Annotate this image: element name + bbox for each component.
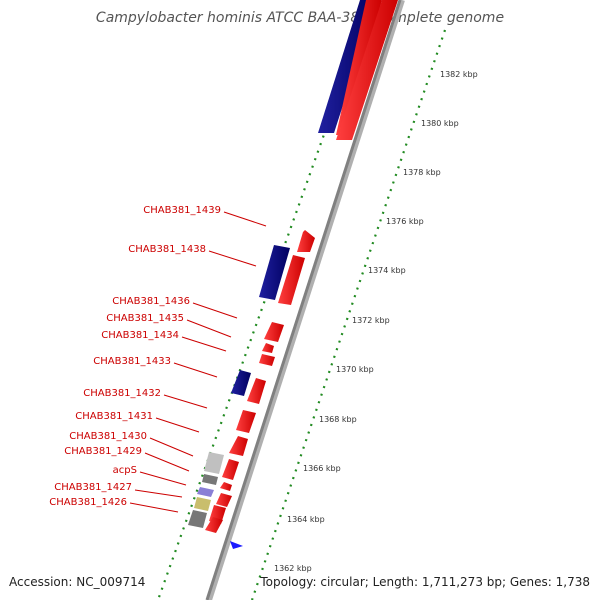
gene-forward-large-1[interactable] [336,0,382,135]
gene-label: CHAB381_1439 [143,205,221,216]
gene-label: CHAB381_1438 [128,244,206,255]
leader-line [155,417,200,433]
backbone-line [205,0,402,600]
kbp-tick-label: 1378 kbp [403,168,441,177]
accession-text: Accession: NC_009714 [9,575,145,589]
leader-line [208,250,257,267]
kbp-tick-label: 1362 kbp [274,564,312,573]
gene-label: CHAB381_1434 [101,330,179,341]
leader-line [186,319,232,338]
kbp-tick-label: 1370 kbp [336,365,374,374]
gene-chab381-1426-misc[interactable] [194,497,211,511]
gene-label: CHAB381_1429 [64,446,142,457]
gene-chab381-1430-fwd[interactable] [222,459,239,480]
backbone-shadow [206,0,405,600]
gene-chab381-1426-b[interactable] [205,517,223,533]
gene-chab381-1438-rev[interactable] [259,245,290,300]
kbp-tick-label: 1382 kbp [440,70,478,79]
kbp-tick-label: 1372 kbp [352,316,390,325]
gene-acps[interactable] [220,482,232,491]
gene-label: CHAB381_1432 [83,388,161,399]
gene-features [188,0,398,549]
gene-label: CHAB381_1431 [75,411,153,422]
gene-chab381-1432[interactable] [236,410,256,433]
gene-label: CHAB381_1426 [49,497,127,508]
gene-chab381-1436[interactable] [264,322,284,342]
leader-line [192,302,238,319]
gene-chab381-1435[interactable] [262,343,274,353]
leader-line [129,502,179,513]
gene-forward-large-2[interactable] [336,0,398,140]
gene-label: CHAB381_1436 [112,296,190,307]
gene-chab381-1427[interactable] [216,493,232,507]
direction-arrow-icon [230,541,243,549]
kbp-tick-label: 1364 kbp [287,515,325,524]
gene-chab381-1430[interactable] [204,452,224,474]
leader-line [134,489,183,498]
map-title: Campylobacter hominis ATCC BAA-381, comp… [96,10,504,26]
kbp-tick-label: 1374 kbp [368,266,406,275]
gene-label: acpS [113,465,137,476]
topology-text: Topology: circular; Length: 1,711,273 bp… [259,575,590,589]
kbp-tick-label: 1380 kbp [421,119,459,128]
leader-line [173,362,218,378]
gene-chab381-1426-gray[interactable] [188,510,207,528]
kbp-tick-label: 1368 kbp [319,415,357,424]
kbp-tick-label: 1376 kbp [386,217,424,226]
gene-label-group: CHAB381_1439 CHAB381_1438 CHAB381_1436 C… [49,205,267,513]
gene-chab381-1433-rev[interactable] [231,370,251,396]
gene-chab381-1439[interactable] [297,230,315,252]
kbp-tick-label: 1366 kbp [303,464,341,473]
gene-label: CHAB381_1435 [106,313,184,324]
gene-chab381-1431[interactable] [229,436,248,456]
gene-chab381-1438-fwd[interactable] [278,255,305,305]
gene-chab381-1429[interactable] [202,474,218,485]
gene-chab381-1434[interactable] [259,354,275,366]
gene-label: CHAB381_1433 [93,356,171,367]
leader-line [163,394,208,409]
kbp-axis: 1382 kbp 1380 kbp 1378 kbp 1376 kbp 1374… [274,70,478,573]
gene-label: CHAB381_1427 [54,482,132,493]
leader-line [144,452,190,472]
gene-label: CHAB381_1430 [69,431,147,442]
leader-line [149,437,194,457]
gene-chab381-1427-misc[interactable] [197,487,214,497]
leader-line [181,336,227,352]
leader-line [223,211,267,227]
leader-line [139,471,187,486]
gene-chab381-1433-fwd[interactable] [247,378,266,404]
